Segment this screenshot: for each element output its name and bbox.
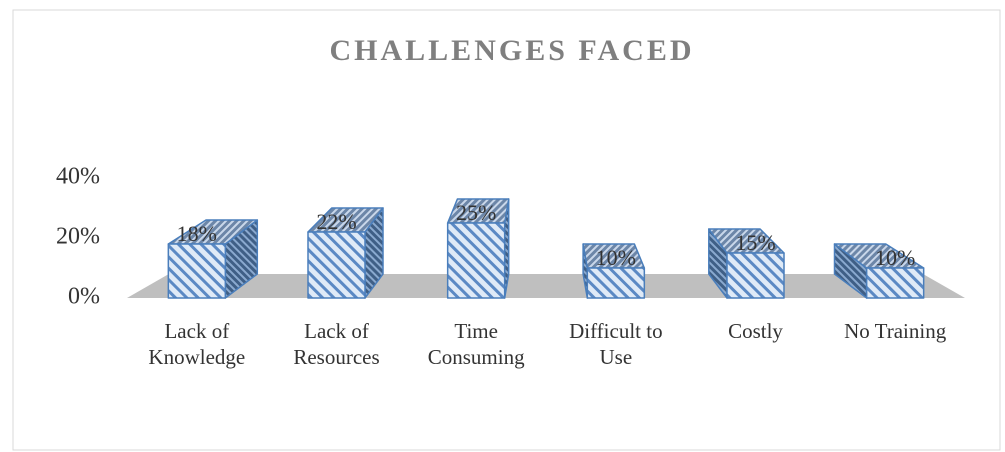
bar: [708, 228, 785, 299]
chart-title: CHALLENGES FACED: [330, 34, 695, 67]
y-tick-label: 20%: [56, 224, 100, 250]
x-tick-label: Time Consuming: [427, 319, 525, 369]
y-tick-label: 40%: [56, 164, 100, 190]
data-label: 25%: [456, 200, 496, 225]
data-label: 22%: [316, 209, 356, 234]
bar-front: [865, 267, 925, 299]
data-label: 10%: [875, 245, 915, 270]
bar: [307, 207, 384, 299]
x-tick-label: Costly: [728, 319, 783, 343]
bar-front: [167, 243, 227, 299]
bar-front: [726, 252, 785, 299]
x-tick-label: Lack of Knowledge: [148, 319, 246, 369]
bar-front: [307, 231, 366, 299]
bar: [582, 243, 646, 299]
y-tick-label: 0%: [68, 284, 100, 310]
bar: [833, 243, 925, 299]
data-label: 15%: [735, 230, 775, 255]
bar: [167, 219, 259, 299]
x-tick-label: Difficult to Use: [569, 319, 663, 369]
data-label: 18%: [177, 221, 217, 246]
bar-front: [586, 267, 646, 299]
bar-front: [446, 222, 506, 299]
chart-border: [12, 9, 1001, 451]
x-tick-label: Lack of Resources: [293, 319, 380, 369]
bar: [446, 198, 510, 299]
data-label: 10%: [596, 245, 636, 270]
x-tick-label: No Training: [844, 319, 947, 343]
